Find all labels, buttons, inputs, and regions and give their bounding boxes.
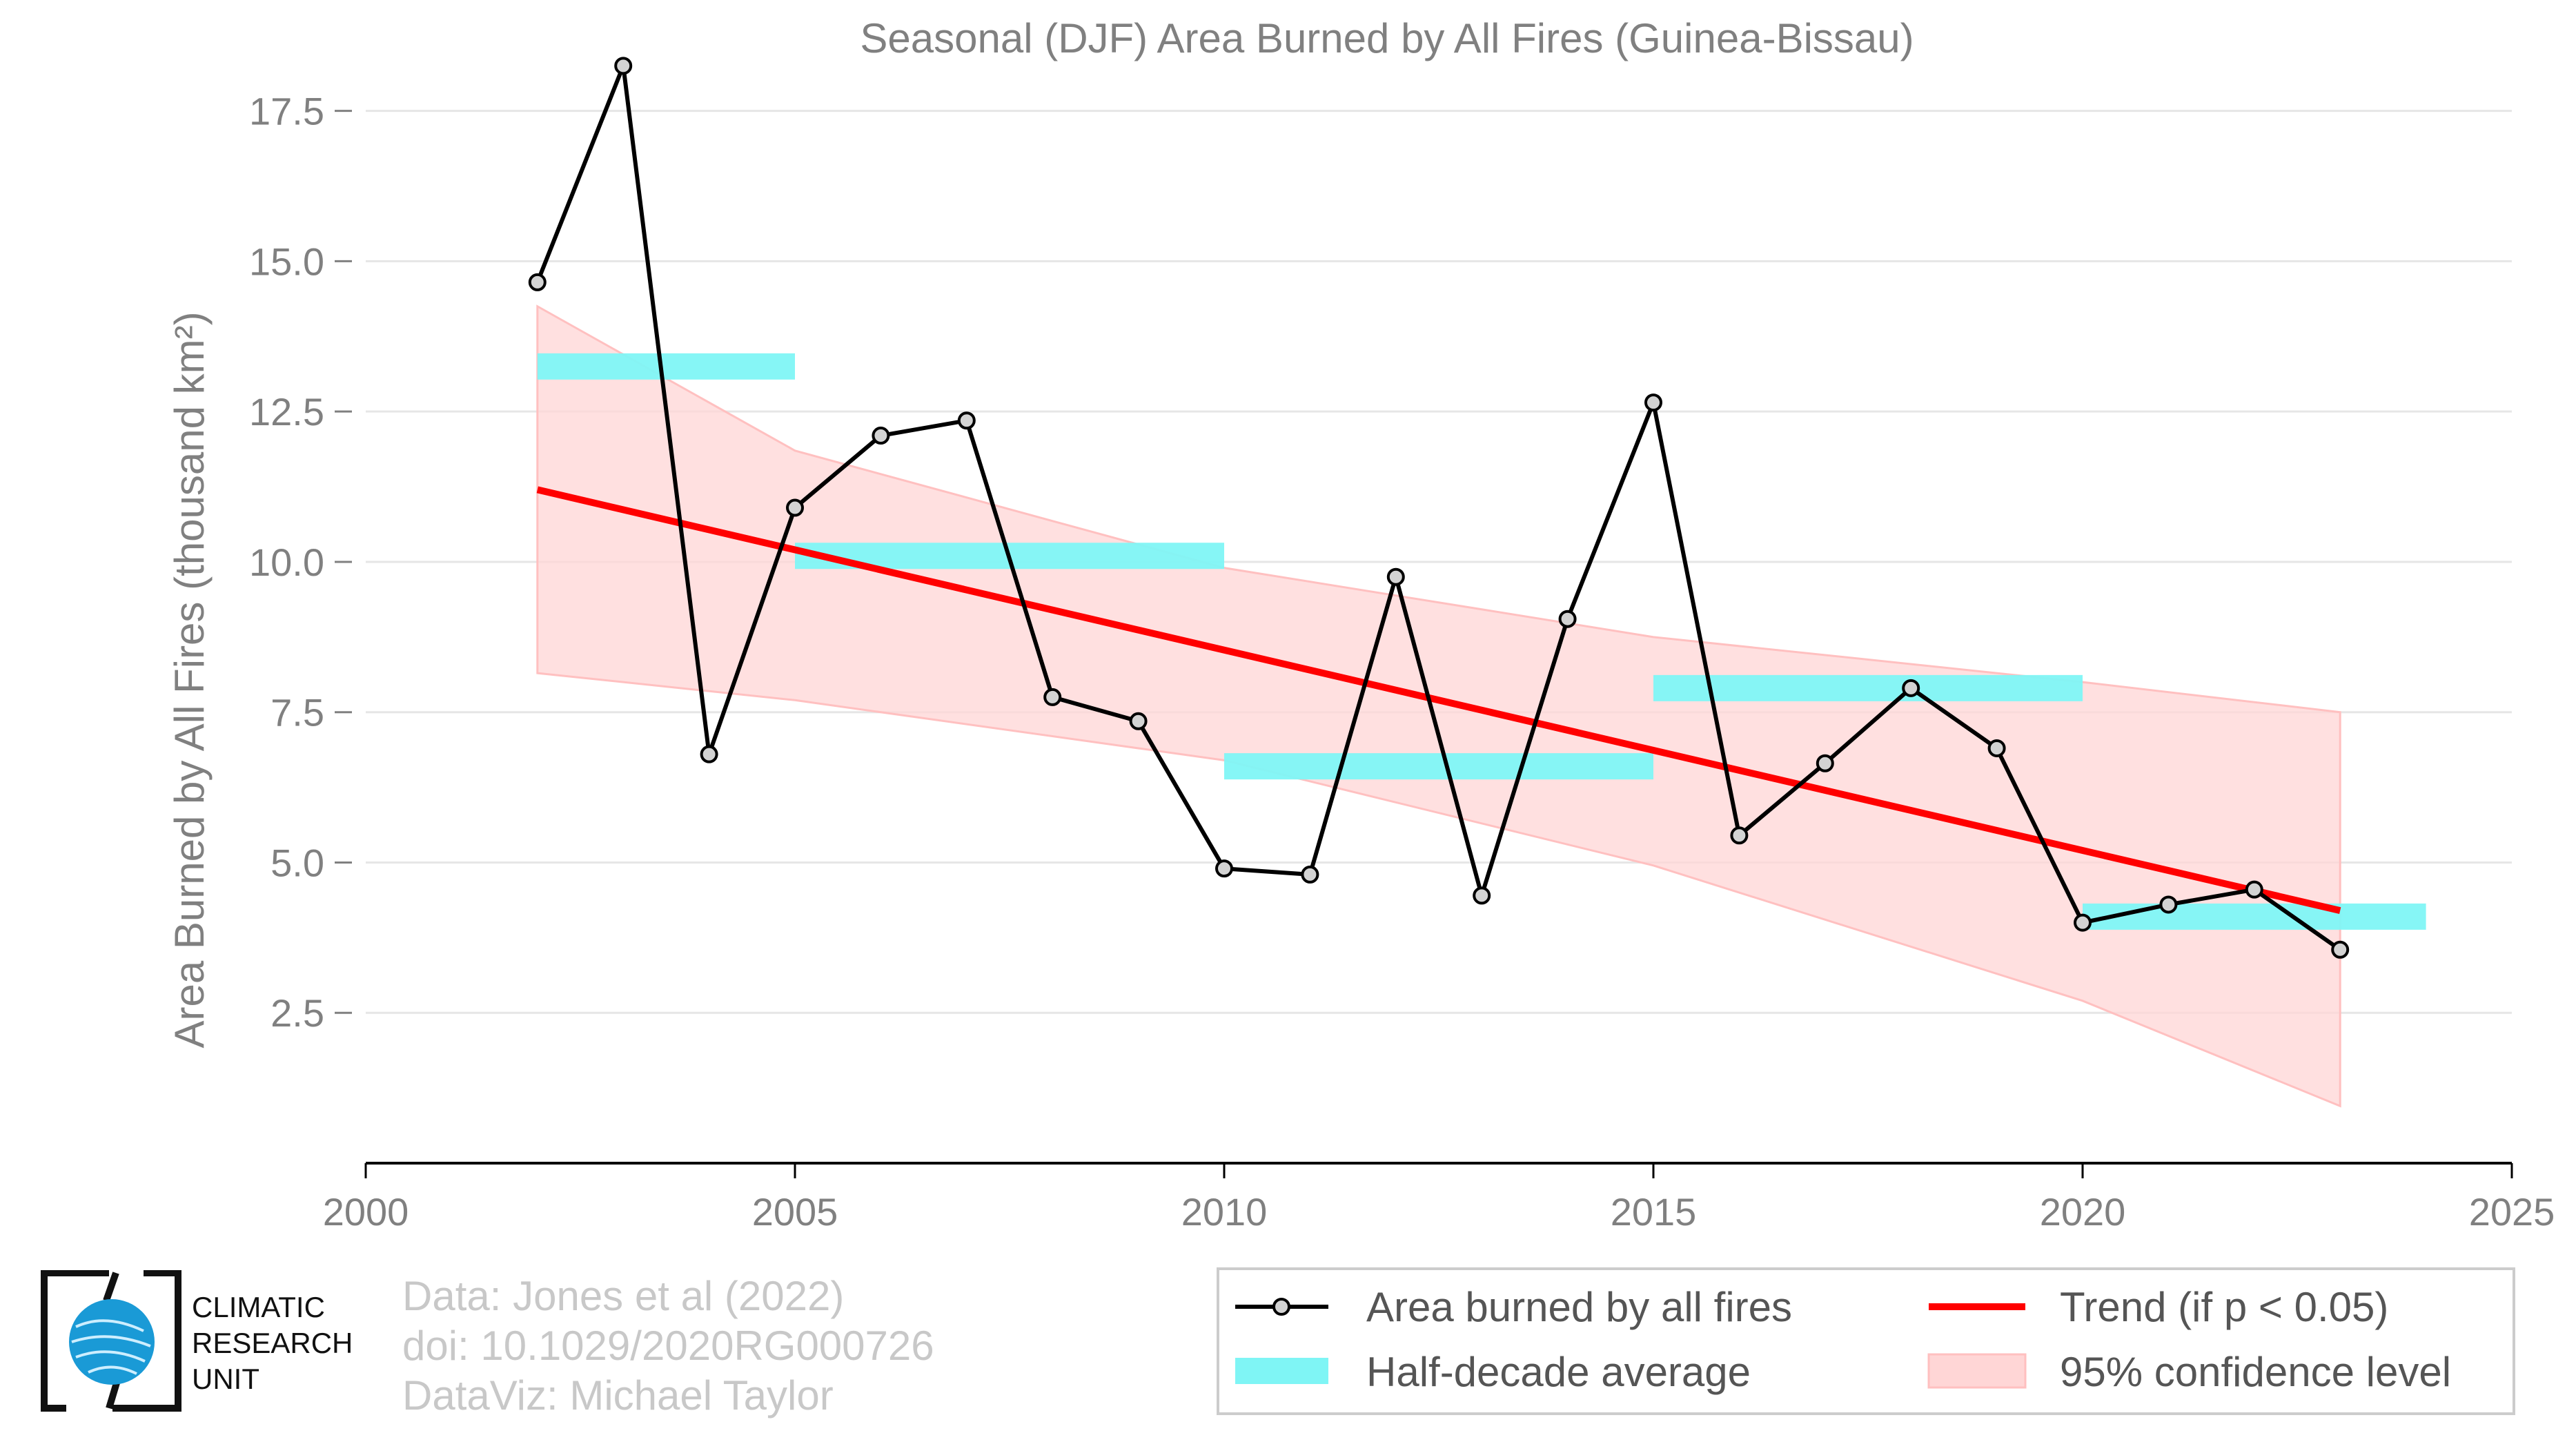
y-tick-label: 10.0	[249, 541, 324, 584]
half-decade-bar	[1653, 674, 2083, 701]
y-tick-label: 7.5	[271, 691, 324, 734]
data-point	[957, 411, 976, 430]
logo-line-1: CLIMATIC	[192, 1291, 325, 1323]
data-point	[1215, 859, 1233, 878]
data-point	[2245, 880, 2263, 899]
series-line	[535, 64, 2341, 952]
legend-confidence-label: 95% confidence level	[2060, 1349, 2451, 1395]
data-point	[1558, 610, 1577, 628]
data-point	[786, 498, 804, 517]
data-point	[700, 745, 718, 763]
legend-half-decade-label: Half-decade average	[1366, 1349, 1751, 1395]
half-decade-bar	[537, 353, 795, 380]
cru-logo-icon	[41, 1270, 181, 1412]
data-point	[614, 57, 633, 75]
data-point	[2159, 895, 2178, 914]
legend-series-marker	[1272, 1298, 1290, 1316]
legend-half-decade-swatch	[1235, 1358, 1328, 1384]
y-tick-label: 17.5	[249, 90, 324, 133]
data-point	[528, 273, 547, 291]
confidence-band-layer	[536, 304, 2341, 1108]
legend: Area burned by all fires Trend (if p < 0…	[1217, 1267, 2515, 1415]
data-point	[1129, 712, 1148, 730]
data-point	[1987, 739, 2006, 757]
x-tick-label: 2000	[323, 1190, 409, 1234]
confidence-band	[536, 304, 2341, 1108]
data-point	[1644, 393, 1662, 412]
trend-layer	[536, 486, 2341, 915]
credits: Data: Jones et al (2022) doi: 10.1029/20…	[402, 1272, 934, 1421]
logo-line-2: RESEARCH	[192, 1327, 353, 1359]
y-tick-label: 5.0	[271, 841, 324, 884]
y-tick-label: 2.5	[271, 991, 324, 1035]
data-point	[2331, 940, 2350, 959]
half-decade-bar	[2083, 903, 2426, 930]
y-tick-label: 15.0	[249, 240, 324, 283]
trend-line	[536, 486, 2341, 915]
credit-dataviz: DataViz: Michael Taylor	[402, 1372, 834, 1419]
x-tick-label: 2005	[752, 1190, 838, 1234]
chart-title: Seasonal (DJF) Area Burned by All Fires …	[860, 15, 1914, 61]
half-decade-layer	[537, 353, 2426, 930]
data-point	[1816, 754, 1834, 772]
credit-data: Data: Jones et al (2022)	[402, 1273, 845, 1319]
y-axis-ticks: 2.5 5.0 7.5 10.0 12.5 15.0 17.5	[249, 90, 352, 1035]
y-axis-label: Area Burned by All Fires (thousand km²)	[166, 311, 213, 1048]
half-decade-bar	[1224, 753, 1653, 780]
data-point	[872, 427, 890, 445]
data-point	[1043, 688, 1062, 706]
data-point	[1386, 567, 1405, 586]
legend-frame	[1217, 1267, 2515, 1415]
logo-line-3: UNIT	[192, 1363, 259, 1395]
legend-series-label: Area burned by all fires	[1366, 1284, 1792, 1330]
data-point	[1473, 886, 1491, 905]
data-point	[2074, 913, 2092, 932]
legend-trend-label: Trend (if p < 0.05)	[2060, 1284, 2388, 1330]
legend-confidence-swatch	[1927, 1353, 2027, 1389]
data-point	[1301, 865, 1319, 884]
x-tick-label: 2025	[2469, 1190, 2555, 1234]
y-tick-label: 12.5	[249, 390, 324, 434]
x-tick-label: 2010	[1181, 1190, 1268, 1234]
series-layer	[528, 57, 2350, 959]
data-point	[1902, 679, 1920, 697]
x-tick-label: 2020	[2040, 1190, 2126, 1234]
credit-doi: doi: 10.1029/2020RG000726	[402, 1323, 934, 1369]
cru-logo-text: CLIMATIC RESEARCH UNIT	[192, 1289, 353, 1397]
x-axis: 2000 2005 2010 2015 2020 2025	[323, 1162, 2555, 1234]
data-point	[1730, 826, 1749, 845]
x-tick-label: 2015	[1611, 1190, 1697, 1234]
